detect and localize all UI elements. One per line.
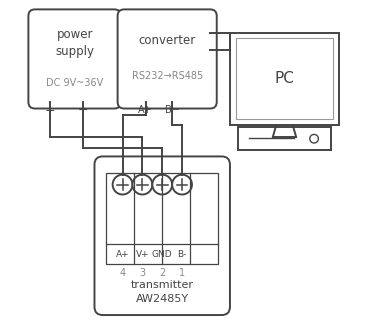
FancyBboxPatch shape: [117, 9, 217, 109]
Text: 2: 2: [159, 268, 165, 279]
Bar: [230, 33, 339, 125]
Bar: [238, 127, 331, 150]
Text: transmitter: transmitter: [131, 280, 194, 290]
Text: RS232→RS485: RS232→RS485: [132, 71, 203, 81]
Text: power
supply: power supply: [55, 29, 94, 58]
FancyBboxPatch shape: [28, 9, 121, 109]
Circle shape: [132, 175, 152, 195]
Text: DC 9V~36V: DC 9V~36V: [46, 78, 103, 88]
Text: GND: GND: [152, 250, 172, 259]
Text: 1: 1: [179, 268, 185, 279]
Circle shape: [310, 134, 318, 143]
Text: 3: 3: [140, 268, 145, 279]
Text: AW2485Y: AW2485Y: [136, 294, 189, 303]
Text: PC: PC: [275, 71, 294, 86]
Circle shape: [113, 175, 132, 195]
Text: −: −: [78, 104, 88, 117]
Text: A+: A+: [116, 250, 129, 259]
Text: B-: B-: [177, 250, 187, 259]
Text: B−: B−: [165, 105, 180, 115]
Text: +: +: [45, 104, 55, 117]
Circle shape: [152, 175, 172, 195]
Bar: [236, 38, 333, 119]
Text: 4: 4: [120, 268, 126, 279]
Circle shape: [172, 175, 192, 195]
FancyBboxPatch shape: [95, 157, 230, 315]
Text: V+: V+: [136, 250, 149, 259]
Bar: [106, 173, 218, 264]
Text: A+: A+: [138, 105, 153, 115]
Text: converter: converter: [138, 34, 196, 47]
